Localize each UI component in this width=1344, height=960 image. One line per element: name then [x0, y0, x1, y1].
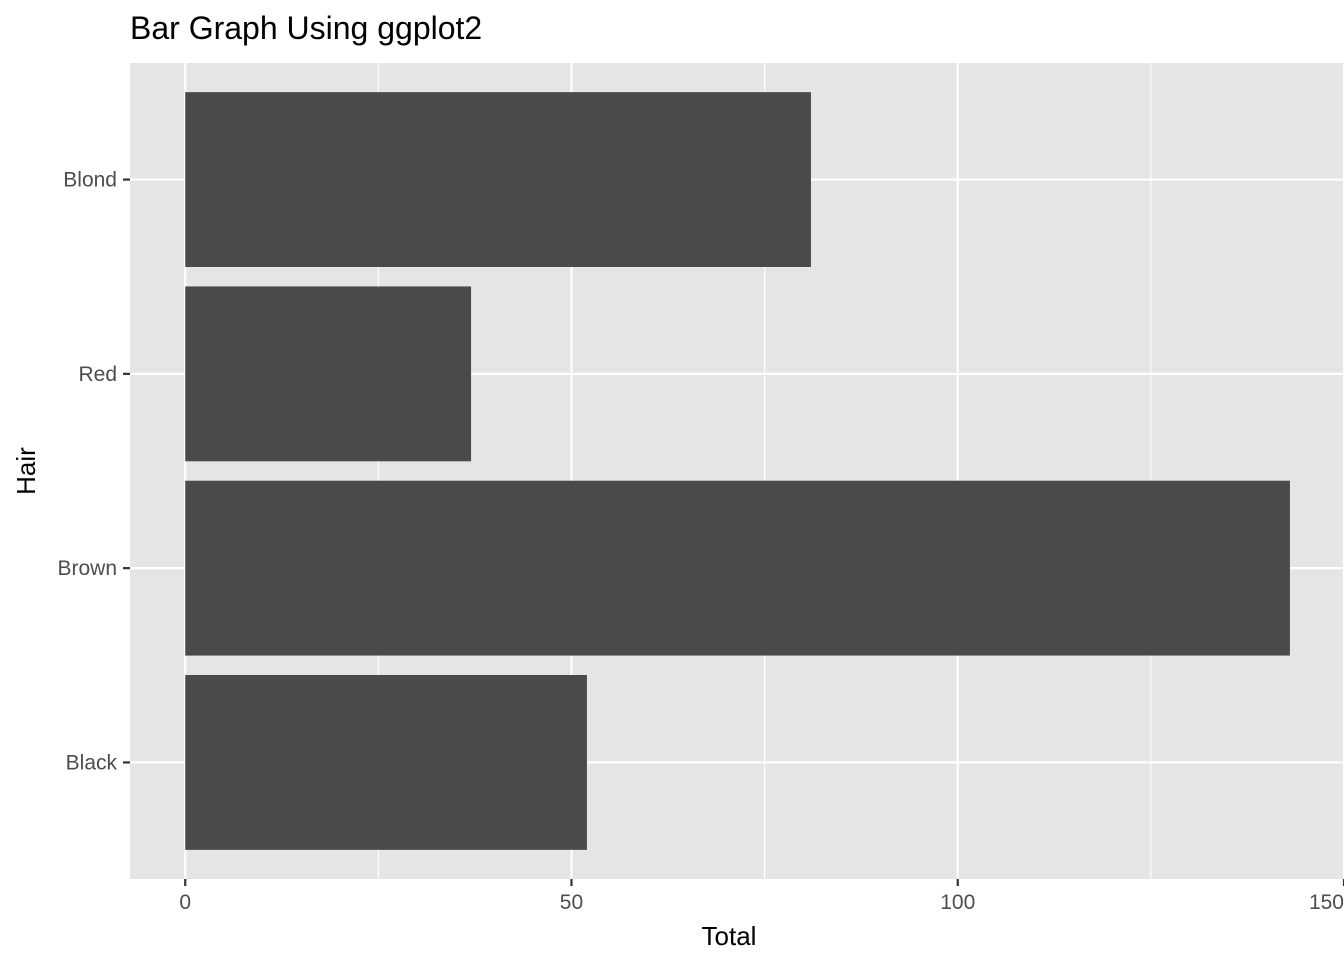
bars	[185, 92, 1290, 850]
bar-blond	[185, 92, 811, 268]
x-axis-title: Total	[702, 921, 757, 951]
y-axis-title: Hair	[11, 447, 41, 495]
y-axis: Black Brown Red Blond	[57, 169, 130, 774]
x-tick-label: 150	[1309, 891, 1344, 914]
bar-red	[185, 286, 472, 462]
x-tick-label: 0	[179, 891, 191, 914]
x-tick-label: 100	[940, 891, 975, 914]
bar-black	[185, 675, 587, 850]
y-tick-label-brown: Brown	[57, 557, 117, 580]
x-axis: 0 50 100 150	[179, 879, 1344, 914]
x-tick-label: 50	[560, 891, 583, 914]
y-tick-label-blond: Blond	[63, 169, 117, 192]
bar-brown	[185, 480, 1290, 656]
y-tick-label-red: Red	[78, 363, 117, 386]
y-tick-label-black: Black	[66, 751, 118, 774]
chart-title: Bar Graph Using ggplot2	[130, 10, 482, 46]
